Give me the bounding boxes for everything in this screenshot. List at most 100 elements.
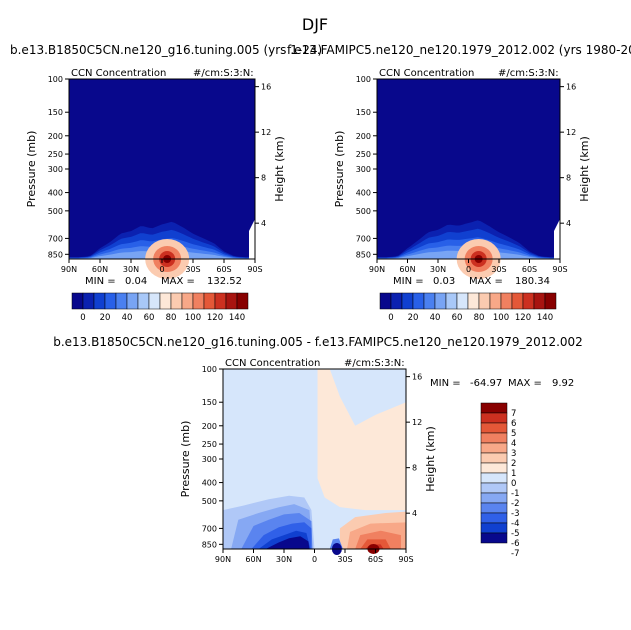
colorbar-label: 60 [144,313,155,323]
chart-panel: 90N 60N 30N 0 30S 60S 90S100150200250300400500… [25,68,286,323]
colorbar-swatch [478,292,491,310]
y2-tick-label: 4 [566,219,571,228]
y-tick-label: 850 [202,540,217,549]
min-value: 0.03 [433,276,455,287]
colorbar-swatch [480,502,508,514]
y2-tick-label: 8 [261,174,266,183]
colorbar-swatch [170,292,183,310]
colorbar-swatch [480,412,508,424]
min-label: MIN = [85,276,116,287]
colorbar-label: 120 [515,313,531,323]
colorbar-swatch [434,292,447,310]
x-tick-label: 90S [552,265,567,274]
colorbar-swatch [203,292,216,310]
colorbar-swatch [401,292,414,310]
colorbar-label: -3 [511,509,519,519]
colorbar-swatch [126,292,139,310]
plot-frame [222,368,407,550]
y-axis-label: Pressure (mb) [179,421,192,498]
colorbar-swatch [489,292,502,310]
colorbar-swatch [159,292,172,310]
y-tick-label: 400 [48,189,63,198]
polar-strip [249,219,255,259]
colorbar-label: 0 [511,479,516,489]
y-tick-label: 500 [356,207,371,216]
y-tick-label: 300 [356,165,371,174]
y-tick-label: 700 [48,234,63,243]
polar-strip [554,219,560,259]
y-tick-label: 150 [356,108,371,117]
y-tick-label: 500 [202,497,217,506]
page-title: DJF [302,15,328,34]
colorbar-label: 3 [511,449,516,459]
y-tick-label: 200 [356,132,371,141]
x-tick-label: 60S [522,265,537,274]
colorbar-swatch [480,472,508,484]
max-label: MAX = [508,378,542,389]
y2-tick-label: 4 [261,219,266,228]
colorbar-swatch [181,292,194,310]
colorbar-swatch [480,442,508,454]
colorbar-label: -4 [511,519,519,529]
y-tick-label: 250 [48,150,63,159]
x-tick-label: 60N [399,265,415,274]
x-tick-label: 0 [312,555,317,564]
colorbar-swatch [480,532,508,544]
x-tick-label: 0 [466,265,471,274]
max-label: MAX = [161,276,195,287]
plot-frame [376,78,561,260]
x-tick-label: 30N [123,265,139,274]
colorbar-swatch [480,452,508,464]
y-tick-label: 200 [202,422,217,431]
x-tick-label: 90S [247,265,262,274]
panel3-subtitle: b.e13.B1850C5CN.ne120_g16.tuning.005 - f… [53,335,583,349]
chart-units: #/cm:S:3:N: [193,68,254,79]
y2-tick-label: 16 [566,83,576,92]
y2-tick-label: 12 [261,128,271,137]
y2-axis-label: Height (km) [424,426,437,492]
colorbar-swatch [104,292,117,310]
y2-tick-label: 4 [412,509,417,518]
colorbar-label: 40 [122,313,133,323]
max-value: 9.92 [552,378,574,389]
y-axis-label: Pressure (mb) [333,131,346,208]
colorbar-swatch [423,292,436,310]
x-tick-label: 60N [92,265,108,274]
colorbar-label: 0 [388,313,393,323]
colorbar-label: 100 [185,313,201,323]
y-tick-label: 250 [202,440,217,449]
colorbar-swatch [544,292,557,310]
colorbar-label: 0 [80,313,85,323]
colorbar-label: 6 [511,419,516,429]
max-label: MAX = [469,276,503,287]
colorbar-swatch [445,292,458,310]
contour-band [360,539,391,549]
contour-band [317,369,406,511]
colorbar-label: -6 [511,539,519,549]
y-tick-label: 850 [356,250,371,259]
colorbar-swatch [511,292,524,310]
y-tick-label: 300 [202,455,217,464]
max-value: 132.52 [207,276,242,287]
colorbar-label: -1 [511,489,519,499]
y-tick-label: 100 [202,365,217,374]
colorbar-swatch [480,492,508,504]
y2-tick-label: 8 [566,174,571,183]
y-tick-label: 150 [202,398,217,407]
y-tick-label: 100 [356,75,371,84]
x-tick-label: 30N [276,555,292,564]
colorbar-swatch [480,462,508,474]
colorbar-label: 140 [537,313,553,323]
colorbar-label: -5 [511,529,519,539]
x-tick-label: 30S [337,555,352,564]
y-tick-label: 400 [356,189,371,198]
y-tick-label: 200 [48,132,63,141]
min-value: -64.97 [470,378,502,389]
colorbar-label: -2 [511,499,519,509]
colorbar-label: -7 [511,549,519,559]
colorbar-swatch [480,512,508,524]
colorbar-label: 80 [166,313,177,323]
min-label: MIN = [393,276,424,287]
y2-axis-label: Height (km) [273,136,286,202]
colorbar-swatch [480,422,508,434]
